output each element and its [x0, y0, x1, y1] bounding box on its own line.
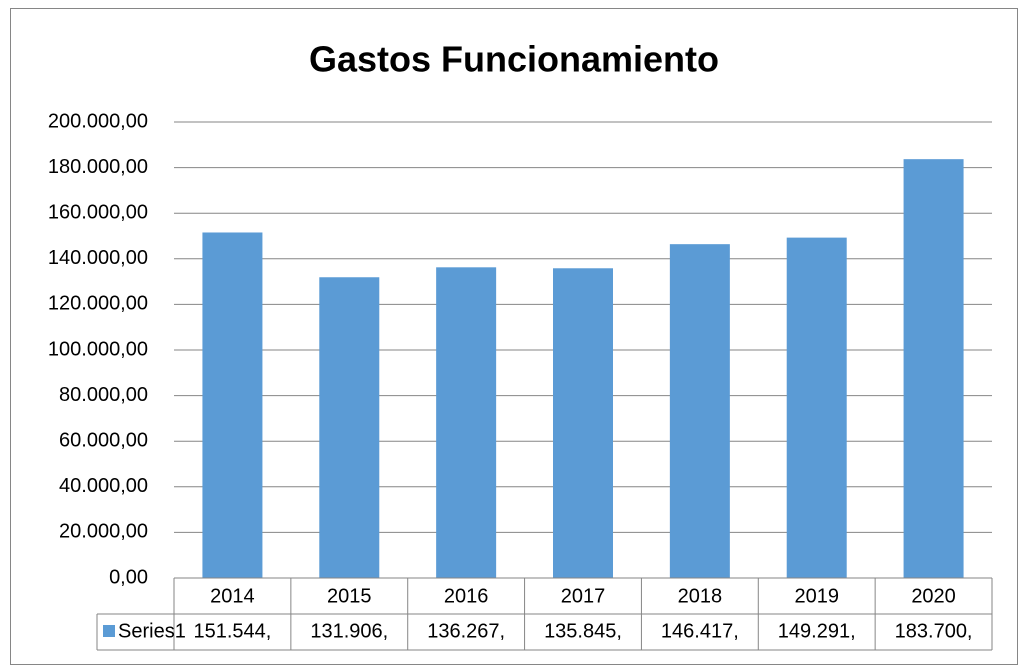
- data-table-value: 151.544,: [193, 620, 271, 642]
- bar: [436, 267, 497, 578]
- bar: [553, 268, 613, 578]
- x-tick-label: 2019: [794, 585, 839, 607]
- x-tick-label: 2017: [561, 585, 606, 607]
- x-tick-label: 2015: [327, 585, 372, 607]
- x-tick-label: 2020: [911, 585, 956, 607]
- y-tick-label: 160.000,00: [48, 201, 148, 223]
- data-table-value: 183.700,: [895, 620, 973, 642]
- x-tick-label: 2014: [210, 585, 255, 607]
- y-tick-label: 60.000,00: [59, 429, 148, 451]
- y-tick-label: 20.000,00: [59, 521, 148, 543]
- data-table-value: 136.267,: [427, 620, 505, 642]
- data-table-value: 146.417,: [661, 620, 739, 642]
- bar: [319, 277, 380, 578]
- y-tick-label: 40.000,00: [59, 475, 148, 497]
- bar: [903, 159, 964, 578]
- legend-label: Series1: [118, 620, 186, 642]
- data-table-value: 135.845,: [544, 620, 622, 642]
- y-tick-label: 100.000,00: [48, 338, 148, 360]
- y-tick-label: 80.000,00: [59, 384, 148, 406]
- y-tick-label: 120.000,00: [48, 293, 148, 315]
- bar: [202, 232, 263, 578]
- bar: [786, 237, 847, 578]
- x-tick-label: 2018: [678, 585, 723, 607]
- x-tick-label: 2016: [444, 585, 489, 607]
- data-table-value: 131.906,: [310, 620, 388, 642]
- chart-title: Gastos Funcionamiento: [309, 39, 719, 80]
- data-table-value: 149.291,: [778, 620, 856, 642]
- y-tick-label: 0,00: [109, 566, 148, 588]
- chart-border: [10, 8, 1018, 665]
- y-tick-label: 200.000,00: [48, 110, 148, 132]
- legend-swatch: [103, 625, 115, 637]
- y-tick-label: 140.000,00: [48, 247, 148, 269]
- y-tick-label: 180.000,00: [48, 156, 148, 178]
- bar: [669, 244, 730, 578]
